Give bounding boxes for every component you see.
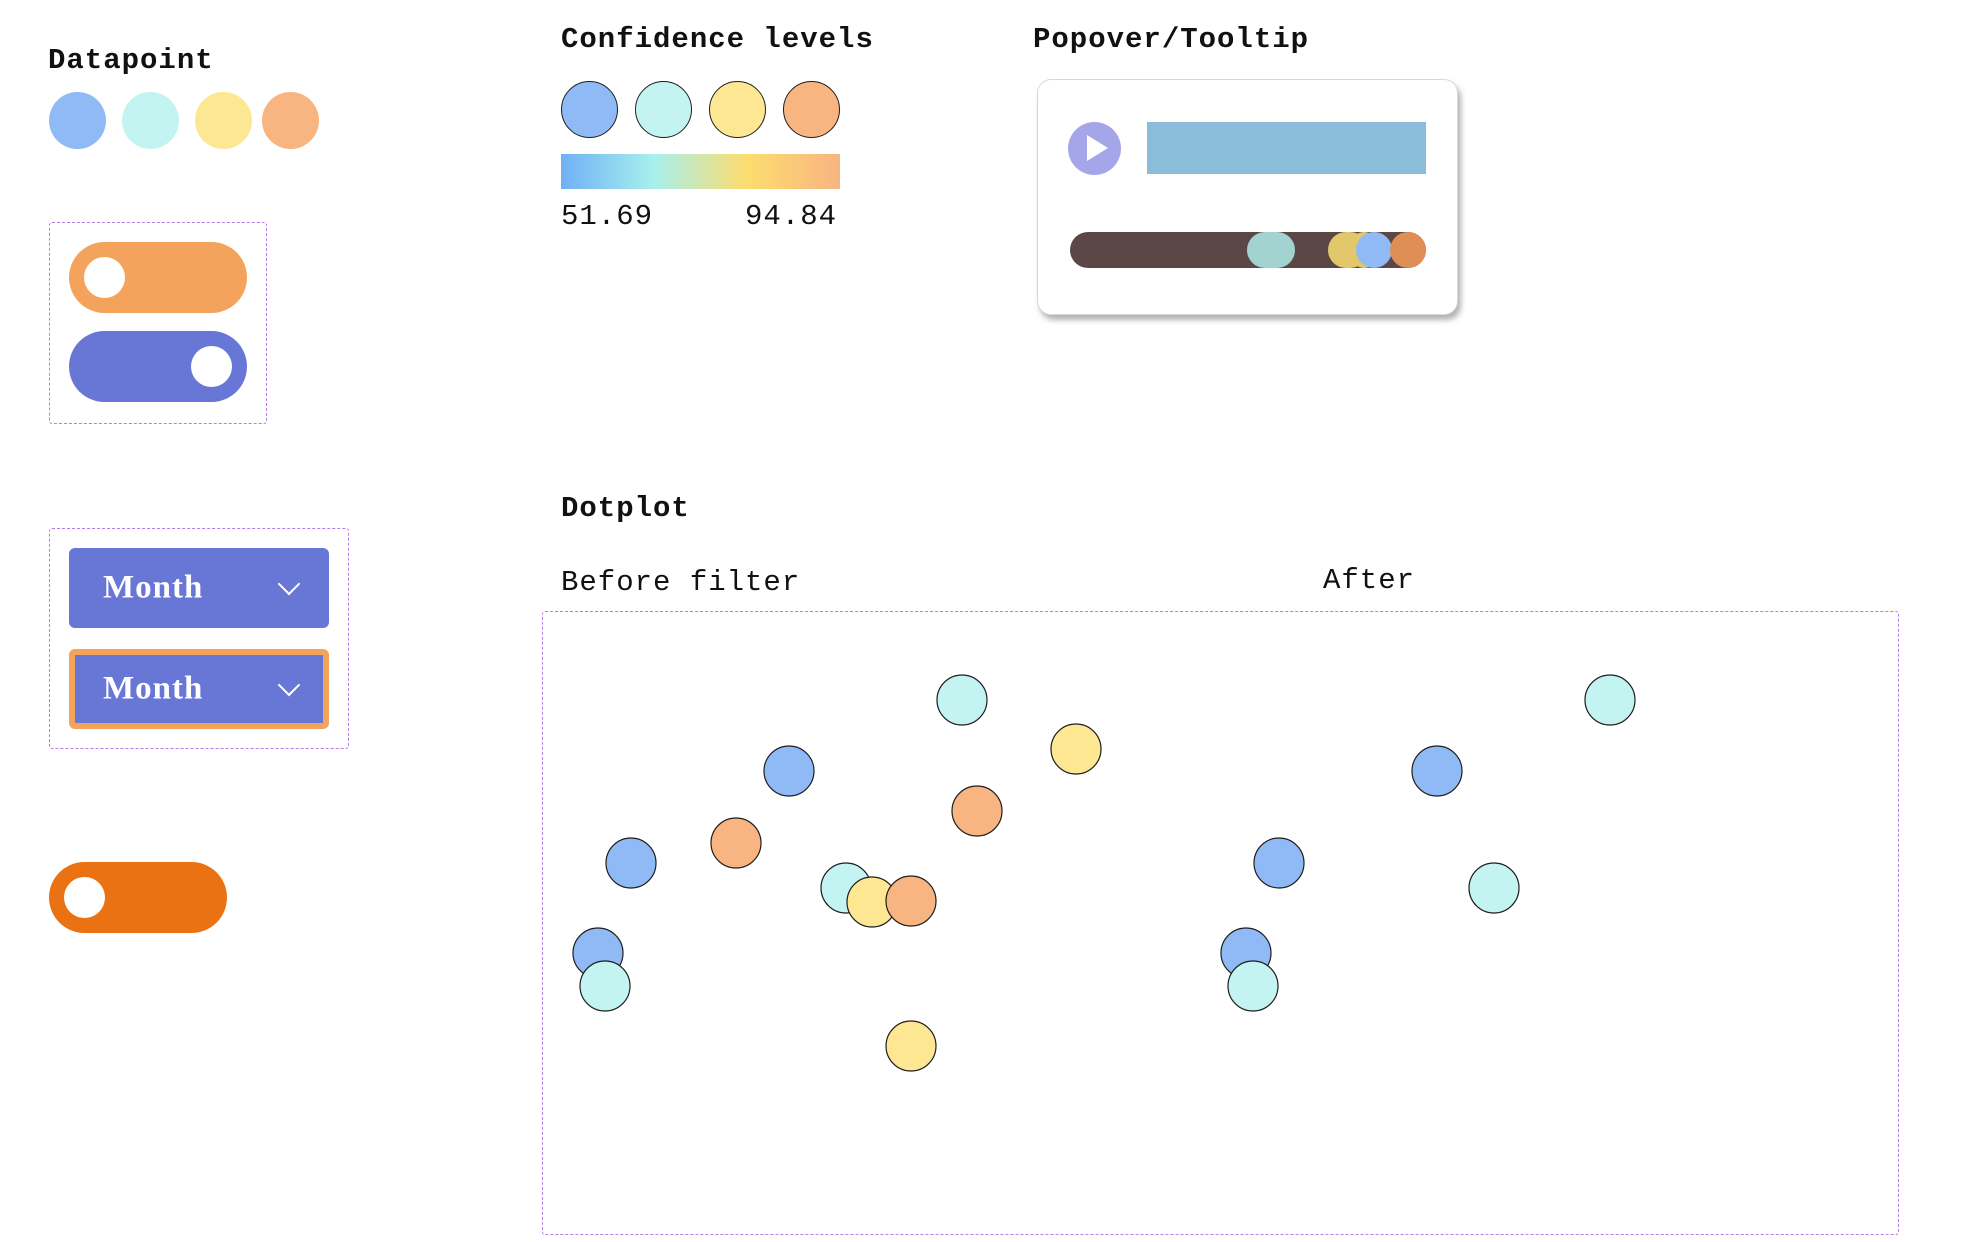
popover-slider-track[interactable] (1070, 232, 1426, 268)
toggle-knob (84, 257, 125, 298)
slider-marker-cyan[interactable] (1247, 232, 1295, 268)
dotplot-after-label: After (1323, 564, 1416, 597)
play-icon (1087, 135, 1108, 161)
datapoint-swatch-orange (262, 92, 319, 149)
dot-orange[interactable] (885, 875, 937, 927)
month-select-value: Month (103, 569, 204, 606)
play-button[interactable] (1068, 122, 1121, 175)
datapoint-swatch-yellow (195, 92, 252, 149)
dot-cyan[interactable] (579, 960, 631, 1012)
toggle-switch-blue[interactable] (69, 331, 247, 402)
month-select-value: Month (103, 670, 204, 707)
slider-marker-blue[interactable] (1356, 232, 1392, 268)
confidence-swatch-cyan (635, 81, 692, 138)
month-select[interactable]: Month (69, 548, 329, 628)
confidence-title: Confidence levels (561, 23, 874, 56)
dot-orange[interactable] (951, 785, 1003, 837)
popover-card (1037, 79, 1458, 315)
toggle-group-frame (49, 222, 267, 424)
toggle-knob (191, 346, 232, 387)
dotplot-before-label: Before filter (561, 566, 801, 599)
dotplot-title: Dotplot (561, 492, 690, 525)
dot-yellow[interactable] (885, 1020, 937, 1072)
select-group-frame (49, 528, 349, 749)
dot-cyan[interactable] (936, 674, 988, 726)
dot-cyan[interactable] (1468, 862, 1520, 914)
datapoint-title: Datapoint (48, 44, 214, 77)
toggle-knob (64, 877, 105, 918)
popover-content-bar (1147, 122, 1426, 174)
dot-orange[interactable] (710, 817, 762, 869)
datapoint-swatch-blue (49, 92, 106, 149)
toggle-switch-dark-orange[interactable] (49, 862, 227, 933)
month-select-focused[interactable]: Month (69, 649, 329, 729)
confidence-swatch-orange (783, 81, 840, 138)
confidence-swatch-yellow (709, 81, 766, 138)
confidence-max-label: 94.84 (745, 200, 838, 233)
toggle-switch-orange[interactable] (69, 242, 247, 313)
popover-title: Popover/Tooltip (1033, 23, 1310, 56)
dot-yellow[interactable] (1050, 723, 1102, 775)
slider-marker-orange[interactable] (1390, 232, 1426, 268)
dot-cyan[interactable] (1227, 960, 1279, 1012)
dot-blue[interactable] (1253, 837, 1305, 889)
datapoint-swatch-cyan (122, 92, 179, 149)
dot-cyan[interactable] (1584, 674, 1636, 726)
confidence-gradient-bar (561, 154, 840, 189)
dotplot-frame (542, 611, 1899, 1235)
confidence-min-label: 51.69 (561, 200, 654, 233)
dot-blue[interactable] (1411, 745, 1463, 797)
dot-blue[interactable] (763, 745, 815, 797)
confidence-swatch-blue (561, 81, 618, 138)
dot-blue[interactable] (605, 837, 657, 889)
